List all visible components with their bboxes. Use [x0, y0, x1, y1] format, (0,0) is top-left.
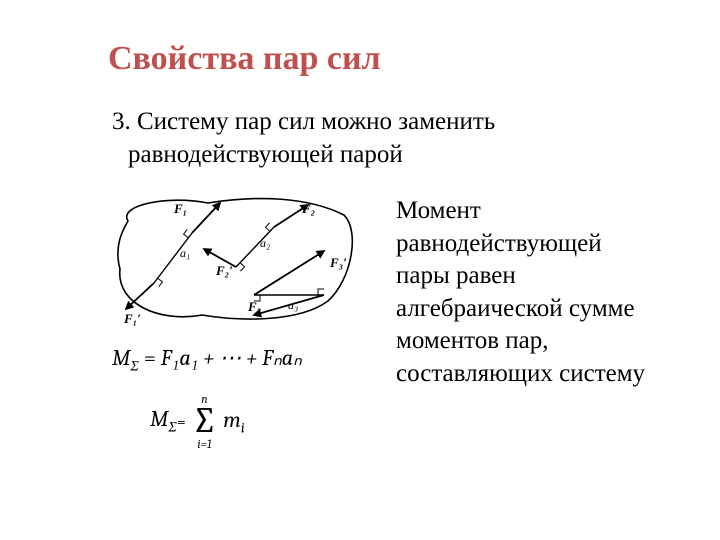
summation-icon: n ∑ i=1	[192, 393, 218, 449]
sigma-icon: ∑	[192, 405, 218, 437]
f2-lhs: M	[150, 406, 168, 432]
figure-column: F₁F₁′a₁F₂F₂′a₂F₃F₃′a₃ MΣ = F₁a₁ + ⋯ + Fₙ…	[108, 191, 378, 450]
side-text: Момент равнодействующей пары равен алгеб…	[378, 191, 660, 390]
lower-row: F₁F₁′a₁F₂F₂′a₂F₃F₃′a₃ MΣ = F₁a₁ + ⋯ + Fₙ…	[108, 191, 660, 450]
formula-sum: MΣ = n ∑ i=1 mi	[108, 393, 378, 449]
svg-text:F₁′: F₁′	[123, 311, 141, 326]
svg-text:F₃′: F₃′	[329, 255, 347, 270]
bullet-text: Систему пар сил можно заменить равнодейс…	[128, 108, 495, 168]
svg-text:a₁: a₁	[180, 246, 190, 260]
svg-text:F₂: F₂	[301, 201, 315, 216]
body: 3. Систему пар сил можно заменить равнод…	[108, 106, 660, 450]
bullet-number: 3.	[112, 108, 131, 135]
svg-text:F₃: F₃	[247, 299, 261, 314]
f1-rhs: F₁a₁ + ⋯ + Fₙaₙ	[161, 345, 302, 371]
force-couple-diagram: F₁ F₁′ a₁ F₂ F₂′ a₂ F₃ F₃′ a₃	[108, 191, 362, 331]
summand: m	[223, 407, 241, 433]
f2-eq: =	[177, 413, 186, 431]
svg-text:a₂: a₂	[260, 236, 270, 250]
bullet-point-3: 3. Систему пар сил можно заменить равнод…	[112, 106, 660, 171]
f1-eq: =	[139, 345, 161, 371]
sum-lower: i=1	[197, 438, 211, 450]
summand-sub: i	[241, 419, 245, 436]
svg-text:F₂′: F₂′	[215, 263, 233, 278]
svg-text:F₁: F₁	[173, 201, 187, 216]
svg-text:a₃: a₃	[288, 298, 298, 312]
f1-lhs: M	[112, 345, 130, 371]
f1-lhs-sub: Σ	[130, 357, 139, 374]
formula-expanded: MΣ = F₁a₁ + ⋯ + Fₙaₙ	[108, 345, 378, 375]
slide-title: Свойства пар сил	[108, 40, 660, 78]
f2-lhs-sub: Σ	[168, 419, 177, 436]
